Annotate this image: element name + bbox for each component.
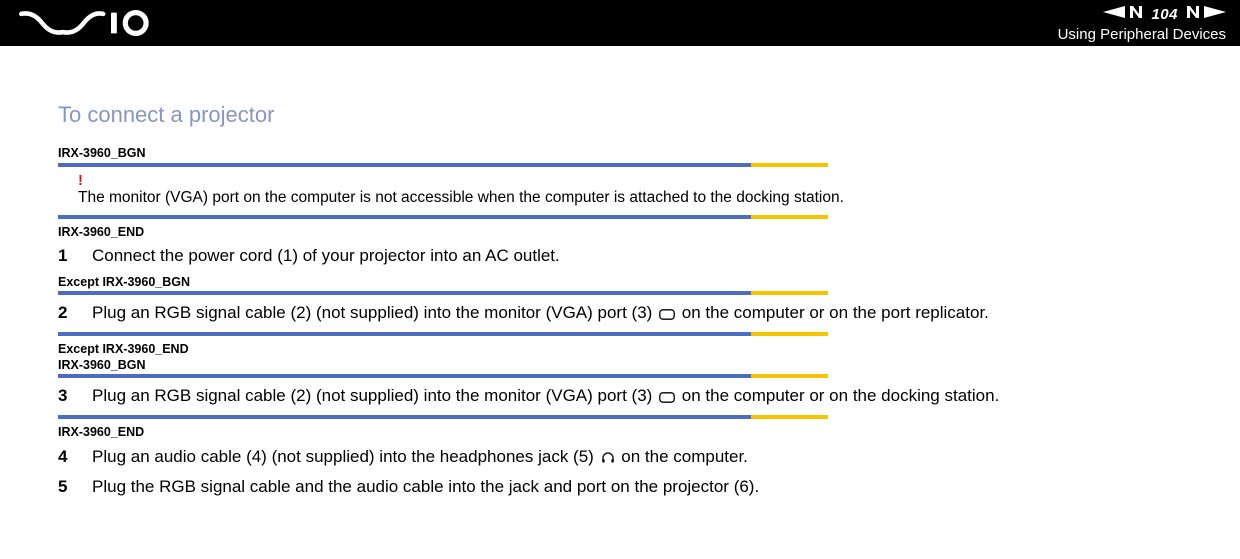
step-text-post: on the computer or on the port replicato…	[677, 303, 989, 322]
step-2b: 3 Plug an RGB signal cable (2) (not supp…	[58, 384, 1210, 409]
step-text: Connect the power cord (1) of your proje…	[92, 244, 560, 269]
n-letter-icon-right[interactable]	[1186, 5, 1200, 24]
divider	[58, 415, 828, 419]
divider	[58, 291, 828, 295]
step-5: 5 Plug the RGB signal cable and the audi…	[58, 475, 1210, 500]
header-right: 104 Using Peripheral Devices	[1058, 3, 1226, 44]
vaio-logo	[10, 0, 160, 46]
page-number: 104	[1151, 6, 1178, 23]
step-text: Plug an RGB signal cable (2) (not suppli…	[92, 301, 989, 326]
divider	[58, 374, 828, 378]
page-header: 104 Using Peripheral Devices	[0, 0, 1240, 46]
divider	[58, 215, 828, 219]
step-2a: 2 Plug an RGB signal cable (2) (not supp…	[58, 301, 1210, 326]
divider	[58, 163, 828, 167]
warning-mark-icon: !	[78, 173, 1210, 188]
step-text-pre: Plug an audio cable (4) (not supplied) i…	[92, 447, 599, 466]
step-text: Plug an audio cable (4) (not supplied) i…	[92, 445, 748, 470]
page-content: To connect a projector IRX-3960_BGN ! Th…	[0, 46, 1240, 500]
step-text: Plug the RGB signal cable and the audio …	[92, 475, 759, 500]
tag-irx-end-1: IRX-3960_END	[58, 225, 1210, 241]
step-number: 1	[58, 244, 70, 269]
n-letter-icon[interactable]	[1129, 5, 1143, 24]
step-4: 4 Plug an audio cable (4) (not supplied)…	[58, 445, 1210, 470]
warning-block: ! The monitor (VGA) port on the computer…	[78, 173, 1210, 209]
step-text-post: on the computer.	[617, 447, 748, 466]
section-title: Using Peripheral Devices	[1058, 26, 1226, 43]
step-number: 2	[58, 301, 70, 326]
prev-page-arrow-icon[interactable]	[1103, 5, 1125, 23]
tag-irx-bgn-1: IRX-3960_BGN	[58, 146, 1210, 162]
tag-except-end: Except IRX-3960_END	[58, 342, 1210, 358]
step-number: 4	[58, 445, 70, 470]
page-nav: 104	[1058, 5, 1226, 24]
next-page-arrow-icon[interactable]	[1204, 5, 1226, 23]
warning-text: The monitor (VGA) port on the computer i…	[78, 189, 844, 206]
step-text-pre: Plug an RGB signal cable (2) (not suppli…	[92, 303, 657, 322]
step-number: 5	[58, 475, 70, 500]
page-heading: To connect a projector	[58, 102, 1210, 128]
vga-port-icon	[659, 392, 675, 403]
headphones-icon	[601, 450, 615, 464]
step-text-post: on the computer or on the docking statio…	[677, 386, 999, 405]
vga-port-icon	[659, 309, 675, 320]
tag-except-bgn: Except IRX-3960_BGN	[58, 275, 1210, 291]
divider	[58, 332, 828, 336]
tag-irx-end-2: IRX-3960_END	[58, 425, 1210, 441]
step-text-pre: Plug an RGB signal cable (2) (not suppli…	[92, 386, 657, 405]
step-1: 1 Connect the power cord (1) of your pro…	[58, 244, 1210, 269]
step-text: Plug an RGB signal cable (2) (not suppli…	[92, 384, 999, 409]
tag-irx-bgn-2: IRX-3960_BGN	[58, 358, 1210, 374]
step-number: 3	[58, 384, 70, 409]
